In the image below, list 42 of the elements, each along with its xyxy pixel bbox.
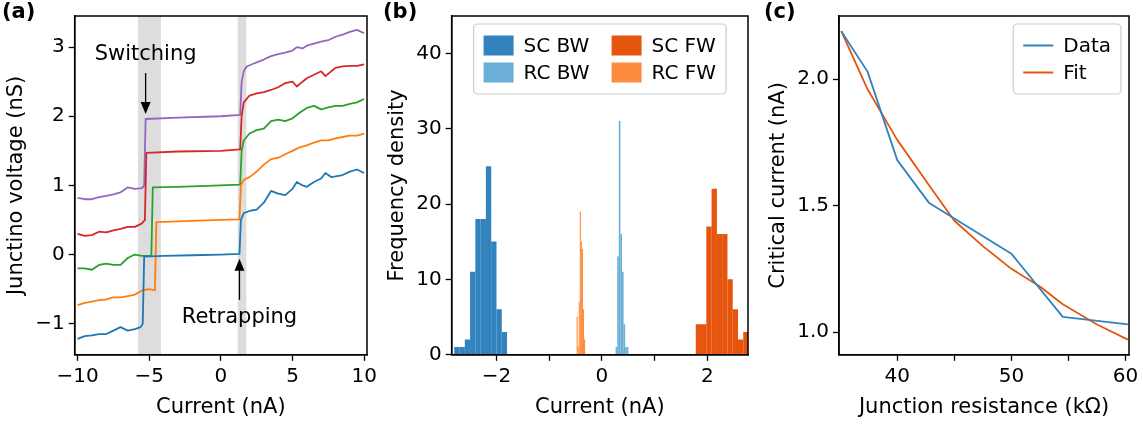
legend-label: RC BW <box>523 59 590 84</box>
annotation: Retrapping <box>181 304 298 329</box>
y-tick-label: 1 <box>51 171 65 196</box>
x-tick-label: 60 <box>1112 363 1139 387</box>
x-tick-label: 0 <box>214 363 228 387</box>
legend-label: Data <box>1063 32 1112 57</box>
x-tick-label: −10 <box>56 363 99 387</box>
y-tick-label: 1.0 <box>797 318 830 343</box>
y-tick-label: 20 <box>416 190 442 215</box>
y-tick-label: 2 <box>51 102 65 127</box>
y-tick-label: 30 <box>416 115 442 140</box>
y-axis-title: Junctino voltage (nS) <box>3 75 28 298</box>
x-axis-title: Junction resistance (kΩ) <box>856 393 1110 418</box>
y-axis-title: Frequency density <box>384 89 409 282</box>
x-tick-label: 10 <box>351 363 377 387</box>
legend-label: Fit <box>1063 59 1087 84</box>
y-tick-label: 0 <box>428 341 442 365</box>
annotation: Switching <box>94 41 197 66</box>
y-tick-label: 40 <box>416 39 442 64</box>
x-tick-label: 5 <box>286 363 299 387</box>
y-tick-label: 10 <box>416 265 442 290</box>
y-axis-title: Critical current (nA) <box>765 82 790 289</box>
x-tick-label: 0 <box>595 363 609 387</box>
y-tick-label: 2.0 <box>797 65 830 90</box>
x-tick-label: −2 <box>481 363 512 387</box>
x-tick-label: 40 <box>884 363 910 387</box>
chart-title: (b) <box>383 0 418 23</box>
bar <box>695 324 702 355</box>
x-tick-label: −5 <box>134 363 164 387</box>
y-tick-label: 3 <box>51 33 65 58</box>
x-axis-title: Current (nA) <box>156 393 286 418</box>
legend-label: RC FW <box>651 59 717 84</box>
x-tick-label: 50 <box>998 363 1025 387</box>
x-tick-label: 2 <box>701 363 714 387</box>
legend-label: SC BW <box>523 32 590 57</box>
y-tick-label: −1 <box>35 309 65 334</box>
chart-title: (c) <box>764 0 796 23</box>
legend-label: SC FW <box>651 32 717 57</box>
chart-title: (a) <box>2 0 36 23</box>
x-axis-title: Current (nA) <box>535 393 665 418</box>
y-tick-label: 1.5 <box>797 191 830 216</box>
y-tick-label: 0 <box>51 240 65 265</box>
